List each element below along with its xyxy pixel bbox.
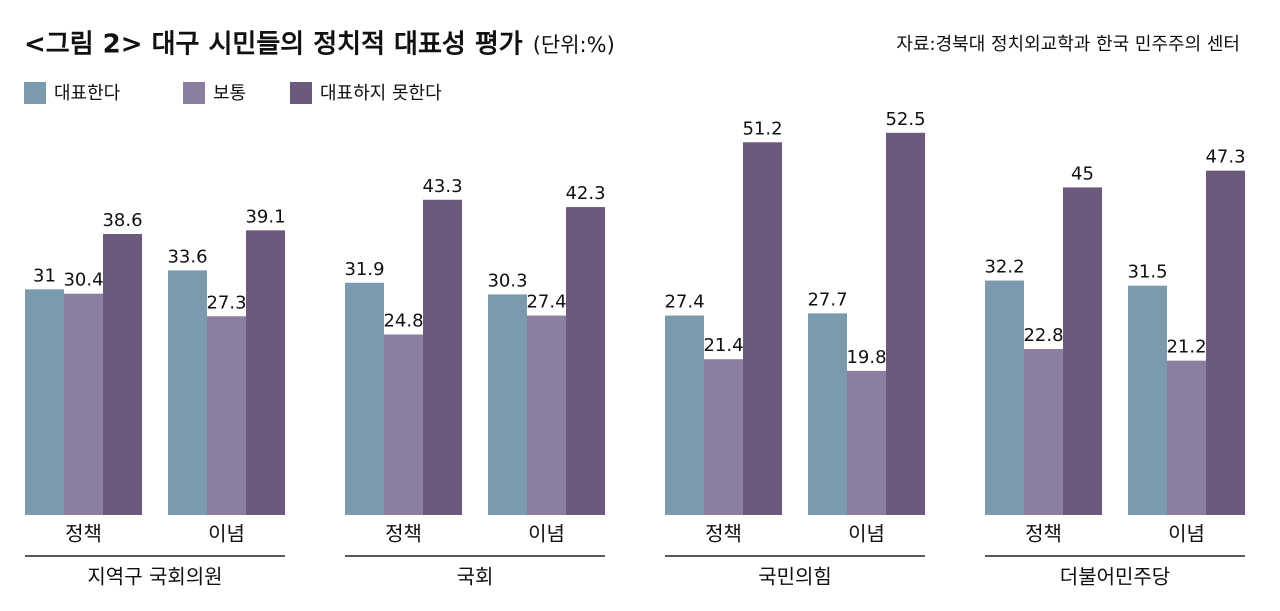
data-label: 24.8 <box>383 310 423 331</box>
data-label: 32.2 <box>984 257 1024 278</box>
group-label: 지역구 국회의원 <box>87 565 222 589</box>
bar <box>384 334 423 515</box>
data-label: 27.4 <box>526 292 566 313</box>
x-tick-label: 정책 <box>1025 522 1062 546</box>
legend-swatch <box>24 82 46 104</box>
data-label: 30.4 <box>63 270 103 291</box>
source: 자료:경북대 정치외교학과 한국 민주주의 센터 <box>896 34 1240 55</box>
x-tick-label: 이념 <box>208 522 245 546</box>
data-label: 42.3 <box>565 183 605 204</box>
legend-swatch <box>183 82 205 104</box>
bar <box>168 270 207 515</box>
bar <box>103 233 142 515</box>
bar <box>886 132 925 516</box>
bar <box>985 280 1024 515</box>
bar <box>1128 285 1167 515</box>
bar <box>704 359 743 515</box>
data-label: 45 <box>1071 163 1094 184</box>
bar <box>743 142 782 516</box>
data-label: 52.5 <box>885 109 925 130</box>
data-label: 51.2 <box>742 118 782 139</box>
legend-label: 대표하지 못한다 <box>320 83 442 104</box>
data-label: 43.3 <box>422 176 462 197</box>
data-label: 38.6 <box>102 210 142 231</box>
legend-label: 대표한다 <box>54 83 121 104</box>
data-label: 33.6 <box>167 246 207 267</box>
bar <box>527 315 566 515</box>
bar <box>665 315 704 515</box>
bar <box>808 313 847 515</box>
x-tick-label: 이념 <box>528 522 565 546</box>
data-label: 27.4 <box>664 292 704 313</box>
data-label: 27.7 <box>807 289 847 310</box>
data-label: 21.2 <box>1166 337 1206 358</box>
chart-subtitle: (단위:%) <box>533 33 615 57</box>
x-tick-label: 정책 <box>65 522 102 546</box>
data-label: 22.8 <box>1023 325 1063 346</box>
legend-label: 보통 <box>213 83 246 104</box>
legend-swatch <box>290 82 312 104</box>
data-label: 47.3 <box>1205 147 1245 168</box>
chart-title: <그림 2> 대구 시민들의 정치적 대표성 평가 <box>24 30 523 60</box>
group-label: 국민의힘 <box>758 565 832 589</box>
data-label: 31.5 <box>1127 262 1167 283</box>
bar <box>25 289 64 515</box>
bar <box>1206 170 1245 515</box>
x-tick-label: 이념 <box>1168 522 1205 546</box>
data-label: 21.4 <box>703 335 743 356</box>
bar <box>423 199 462 515</box>
group-label: 국회 <box>457 565 494 589</box>
bar <box>64 293 103 515</box>
data-label: 19.8 <box>846 347 886 368</box>
bar <box>1167 360 1206 515</box>
bar <box>345 282 384 515</box>
bar <box>246 230 285 516</box>
bar <box>207 316 246 515</box>
bar <box>1063 187 1102 515</box>
bar <box>1024 349 1063 515</box>
group-label: 더불어민주당 <box>1060 565 1170 589</box>
data-label: 30.3 <box>487 270 527 291</box>
data-label: 31 <box>33 265 56 286</box>
data-label: 27.3 <box>206 292 246 313</box>
bar <box>566 207 605 515</box>
bar <box>847 370 886 515</box>
bar <box>488 294 527 515</box>
data-label: 39.1 <box>245 206 285 227</box>
data-label: 31.9 <box>344 259 384 280</box>
x-tick-label: 정책 <box>705 522 742 546</box>
x-tick-label: 정책 <box>385 522 422 546</box>
x-tick-label: 이념 <box>848 522 885 546</box>
